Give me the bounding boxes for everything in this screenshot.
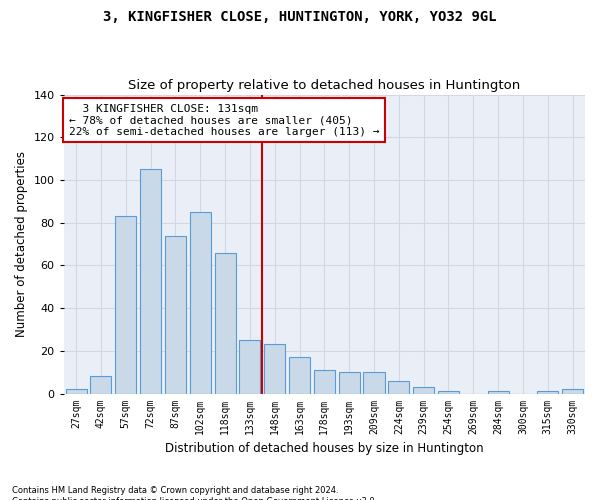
Bar: [264, 344, 285, 394]
Text: Contains public sector information licensed under the Open Government Licence v3: Contains public sector information licen…: [12, 498, 377, 500]
Bar: [314, 370, 335, 394]
Bar: [537, 392, 559, 394]
Bar: [562, 390, 583, 394]
Bar: [388, 380, 409, 394]
Bar: [215, 252, 236, 394]
Bar: [65, 390, 86, 394]
Bar: [91, 376, 112, 394]
Bar: [289, 357, 310, 394]
Bar: [190, 212, 211, 394]
Bar: [239, 340, 260, 394]
Bar: [115, 216, 136, 394]
Title: Size of property relative to detached houses in Huntington: Size of property relative to detached ho…: [128, 79, 520, 92]
Bar: [438, 392, 459, 394]
Bar: [413, 387, 434, 394]
Bar: [165, 236, 186, 394]
X-axis label: Distribution of detached houses by size in Huntington: Distribution of detached houses by size …: [165, 442, 484, 455]
Text: 3, KINGFISHER CLOSE, HUNTINGTON, YORK, YO32 9GL: 3, KINGFISHER CLOSE, HUNTINGTON, YORK, Y…: [103, 10, 497, 24]
Bar: [338, 372, 360, 394]
Bar: [140, 170, 161, 394]
Text: 3 KINGFISHER CLOSE: 131sqm  
← 78% of detached houses are smaller (405)
22% of s: 3 KINGFISHER CLOSE: 131sqm ← 78% of deta…: [69, 104, 379, 136]
Text: Contains HM Land Registry data © Crown copyright and database right 2024.: Contains HM Land Registry data © Crown c…: [12, 486, 338, 495]
Bar: [488, 392, 509, 394]
Y-axis label: Number of detached properties: Number of detached properties: [15, 151, 28, 337]
Bar: [364, 372, 385, 394]
